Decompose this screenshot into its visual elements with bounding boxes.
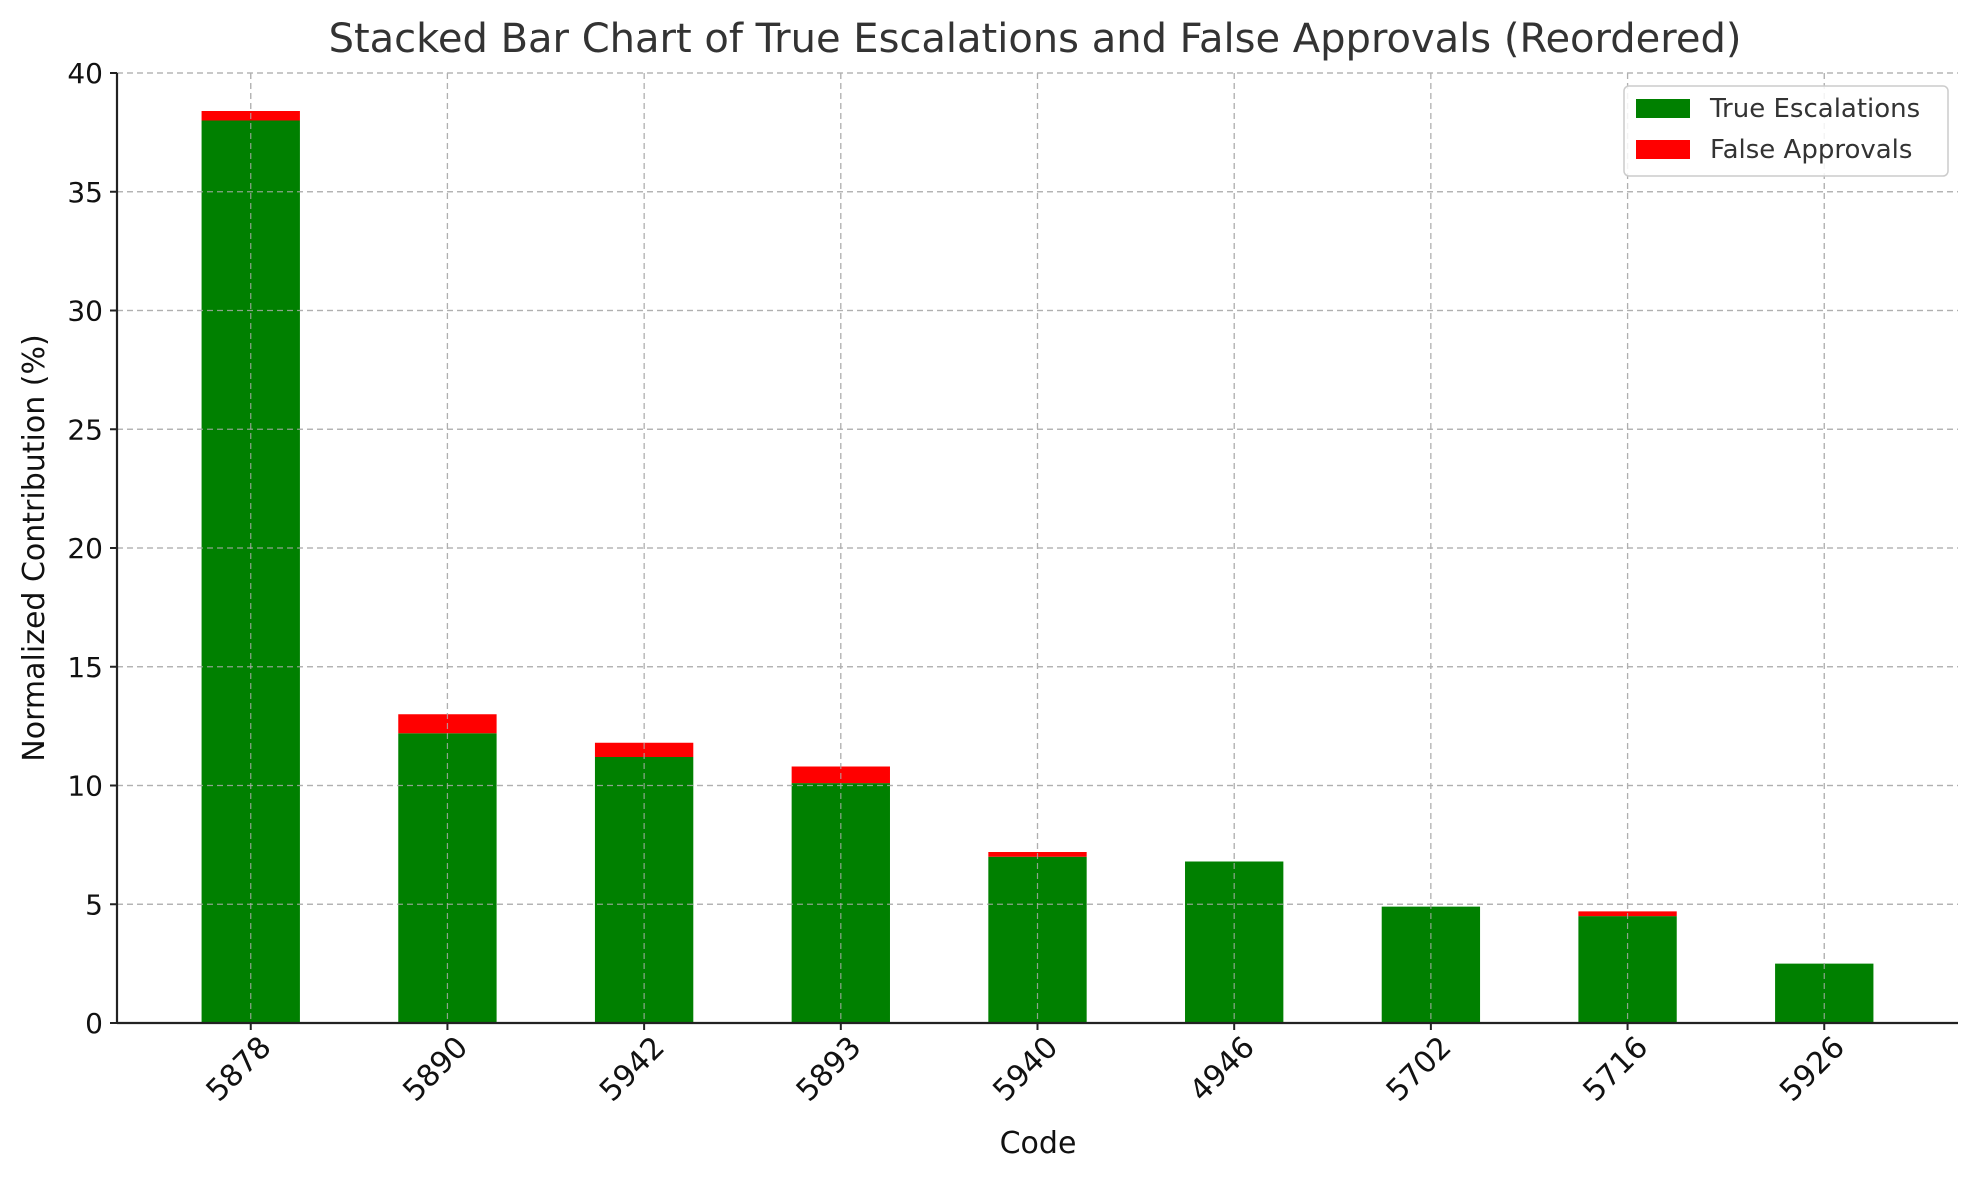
legend-label: False Approvals (1710, 135, 1912, 165)
x-tick-label: 5890 (396, 1030, 475, 1109)
y-tick-label: 30 (67, 295, 103, 328)
x-tick-label: 5702 (1380, 1030, 1459, 1109)
x-tick-label: 5940 (986, 1030, 1065, 1109)
y-tick-label: 0 (85, 1007, 103, 1040)
x-tick-label: 5942 (593, 1030, 672, 1109)
legend-swatch (1636, 99, 1690, 118)
x-tick-label: 5926 (1773, 1030, 1852, 1109)
y-tick-label: 20 (67, 532, 103, 565)
y-axis-label: Normalized Contribution (%) (17, 334, 52, 761)
x-tick-label: 5878 (200, 1030, 279, 1109)
y-tick-label: 5 (85, 888, 103, 921)
x-tick-label: 5893 (790, 1030, 869, 1109)
bar-true-escalations-5878 (201, 120, 300, 1023)
y-tick-label: 40 (67, 57, 103, 90)
x-tick-label: 4946 (1183, 1030, 1262, 1109)
y-tick-label: 35 (67, 176, 103, 209)
chart-title: Stacked Bar Chart of True Escalations an… (329, 16, 1742, 62)
x-tick-label: 5716 (1576, 1030, 1655, 1109)
bars (117, 72, 1958, 1024)
y-tick-label: 15 (67, 651, 103, 684)
y-tick-label: 10 (67, 770, 103, 803)
x-axis-label: Code (1000, 1126, 1077, 1161)
legend-frame (1623, 85, 1949, 177)
legend-label: True Escalations (1709, 94, 1920, 124)
y-tick-label: 25 (67, 413, 103, 446)
legend: True Escalations False Approvals (1623, 85, 1949, 177)
legend-swatch (1636, 140, 1690, 159)
axes (110, 72, 1958, 1030)
bar-false-approvals-5942 (594, 742, 694, 757)
